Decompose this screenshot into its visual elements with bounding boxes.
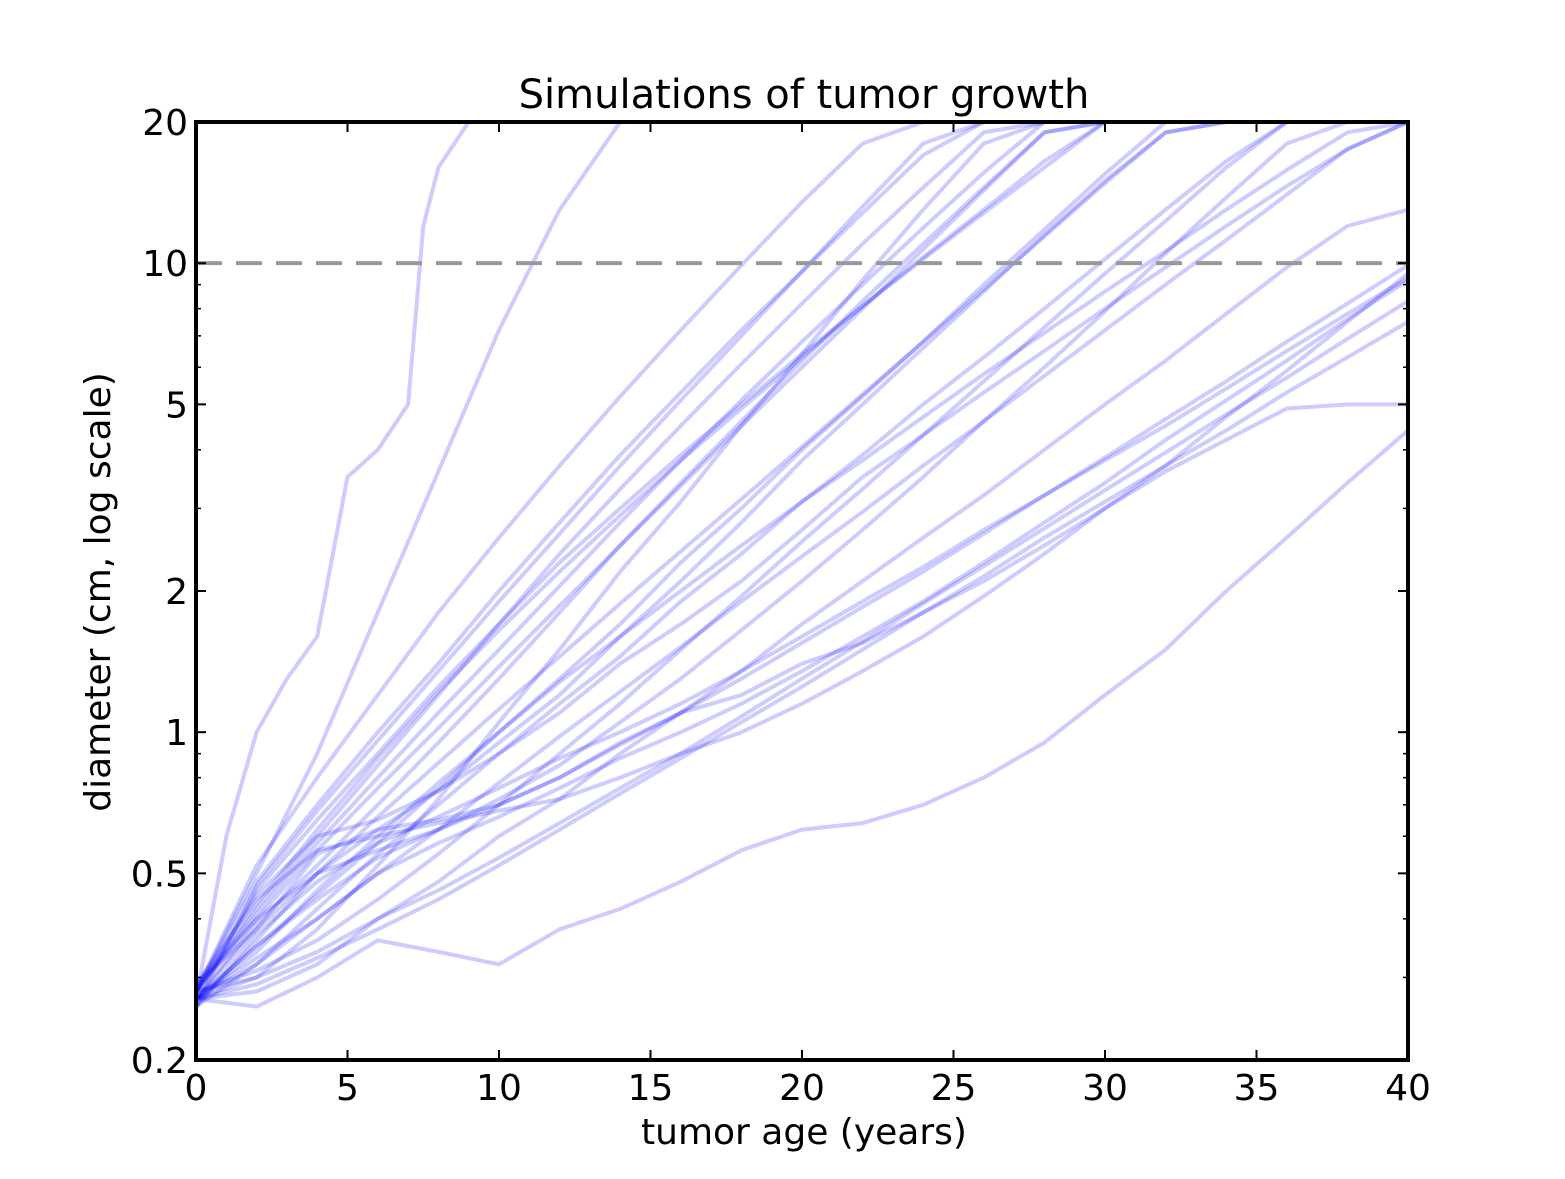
y-tick-label: 1 <box>165 713 188 754</box>
x-tick-label: 35 <box>1234 1068 1280 1109</box>
simulation-line-29 <box>196 320 1408 1001</box>
x-tick-label: 20 <box>779 1068 825 1109</box>
simulation-line-28 <box>196 122 1408 986</box>
x-tick-label: 0 <box>185 1068 208 1109</box>
simulation-line-1 <box>196 428 1408 1009</box>
simulation-line-7 <box>196 122 1408 1001</box>
x-tick-label: 10 <box>476 1068 522 1109</box>
x-tick-label: 25 <box>931 1068 977 1109</box>
simulation-line-17 <box>196 122 1408 1001</box>
simulation-line-19 <box>196 122 1408 1000</box>
series-layer <box>196 122 1408 1009</box>
simulation-line-27 <box>196 122 1408 1008</box>
y-tick-label: 5 <box>165 385 188 426</box>
simulation-line-4 <box>196 402 1408 986</box>
simulation-line-6 <box>196 122 471 1000</box>
simulation-line-5 <box>196 122 1408 993</box>
y-axis-label: diameter (cm, log scale) <box>78 372 119 812</box>
simulation-line-18 <box>196 122 1408 994</box>
y-tick-label: 20 <box>142 103 188 144</box>
y-tick-label: 2 <box>165 572 188 613</box>
x-tick-label: 30 <box>1082 1068 1128 1109</box>
simulation-line-21 <box>196 122 1408 993</box>
chart-title: Simulations of tumor growth <box>519 72 1090 118</box>
simulation-line-2 <box>196 122 1408 993</box>
simulation-line-22 <box>196 299 1408 1001</box>
x-tick-label: 5 <box>336 1068 359 1109</box>
simulation-line-24 <box>196 263 1408 1001</box>
simulation-line-16 <box>196 272 1408 986</box>
simulation-line-25 <box>196 122 1408 993</box>
simulation-line-3 <box>196 122 1408 1009</box>
simulation-line-8 <box>196 122 1408 994</box>
simulation-line-9 <box>196 122 1408 1001</box>
simulation-line-11 <box>196 122 1408 993</box>
simulation-line-26 <box>196 122 1408 1001</box>
simulation-line-10 <box>196 278 1408 1001</box>
y-tick-label: 0.2 <box>131 1041 188 1082</box>
simulation-line-20 <box>196 276 1408 1008</box>
x-axis-label: tumor age (years) <box>641 1112 967 1153</box>
simulation-line-13 <box>196 122 1408 1008</box>
simulation-line-12 <box>196 207 1408 1001</box>
simulation-line-30 <box>196 122 1408 993</box>
simulation-line-14 <box>196 122 1408 993</box>
y-tick-label: 10 <box>142 244 188 285</box>
simulation-line-15 <box>196 122 1408 1001</box>
x-tick-label: 40 <box>1385 1068 1431 1109</box>
simulation-line-23 <box>196 122 1408 993</box>
x-tick-label: 15 <box>628 1068 674 1109</box>
y-tick-label: 0.5 <box>131 854 188 895</box>
